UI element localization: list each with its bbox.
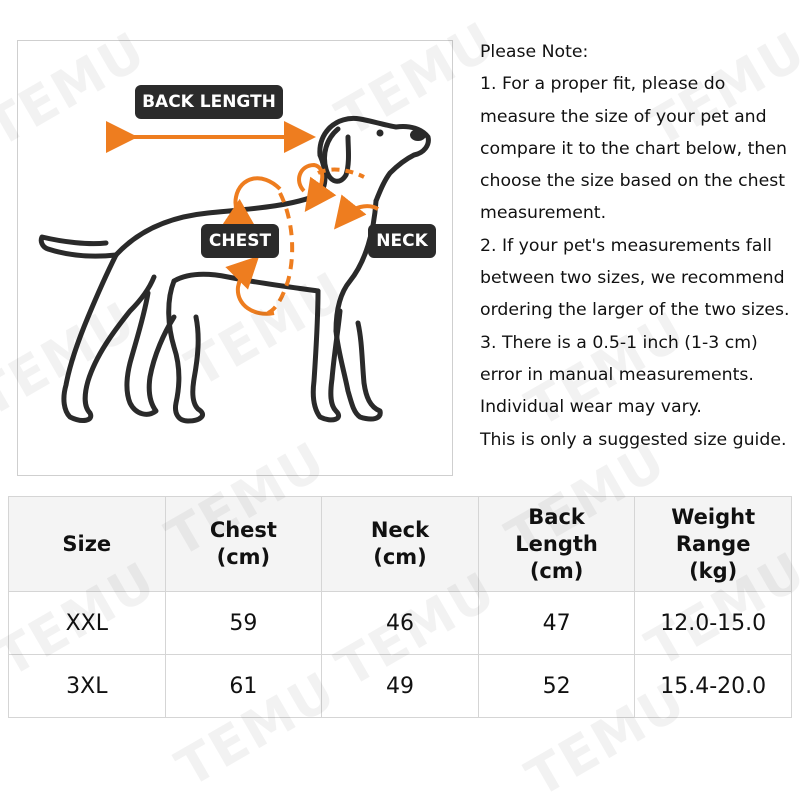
- note-line: measurement.: [480, 203, 607, 224]
- column-header-back-length: Back Length (cm): [477, 496, 636, 592]
- table-cell-back-length: 47: [477, 591, 636, 655]
- column-header-text: (kg): [689, 558, 738, 583]
- note-line: measure the size of your pet and: [480, 106, 767, 127]
- table-cell-back-length: 52: [477, 654, 636, 718]
- column-header-text: Neck: [370, 518, 430, 542]
- table-row: XXL 59 46 47 12.0-15.0: [8, 591, 792, 655]
- table-header-row: Size Chest (cm) Neck (cm) Back Length (cm) Weigh…: [8, 496, 792, 592]
- note-line: 3. There is a 0.5-1 inch (1-3 cm): [480, 332, 758, 353]
- column-header-text: (cm): [529, 558, 584, 583]
- table-cell-size: XXL: [8, 591, 166, 655]
- chest-label: CHEST: [201, 224, 279, 258]
- dog-silhouette-icon: [38, 115, 431, 424]
- note-line: error in manual measurements.: [480, 364, 754, 385]
- table-cell-weight-range: 12.0-15.0: [634, 591, 792, 655]
- note-line: Please Note:: [480, 42, 589, 62]
- table-cell-size: 3XL: [8, 654, 166, 718]
- note-line: 1. For a proper fit, please do: [480, 74, 726, 95]
- column-header-text: (cm): [373, 545, 427, 569]
- table-cell-weight-range: 15.4-20.0: [634, 654, 792, 718]
- note-line: choose the size based on the chest: [480, 171, 785, 192]
- table-row: 3XL 61 49 52 15.4-20.0: [8, 654, 792, 718]
- size-chart-table: Size Chest (cm) Neck (cm) Back Length (cm) Weigh…: [8, 496, 792, 718]
- note-line: 2. If your pet's measurements fall: [480, 235, 772, 256]
- column-header-neck: Neck (cm): [321, 496, 479, 592]
- table-cell-neck: 49: [321, 654, 479, 718]
- table-cell-neck: 46: [321, 591, 479, 655]
- column-header-text: Chest: [209, 518, 277, 542]
- column-header-size: Size: [8, 496, 166, 592]
- measurement-figure: BACK LENGTH CHEST NECK: [17, 40, 453, 476]
- note-line: This is only a suggested size guide.: [480, 429, 787, 450]
- size-note: Please Note: 1. For a proper fit, please …: [480, 36, 800, 456]
- column-header-text: Range: [675, 531, 751, 556]
- column-header-chest: Chest (cm): [164, 496, 323, 592]
- column-header-text: Back: [528, 504, 585, 529]
- chest-ring: [266, 192, 295, 315]
- column-header-text: Length: [515, 531, 598, 556]
- column-header-weight-range: Weight Range (kg): [634, 496, 792, 592]
- note-line: compare it to the chart below, then: [480, 138, 787, 159]
- note-line: between two sizes, we recommend: [480, 268, 785, 289]
- column-header-text: Size: [62, 531, 112, 556]
- column-header-text: Weight: [671, 504, 756, 529]
- column-header-text: (cm): [216, 545, 271, 569]
- table-cell-chest: 59: [164, 591, 323, 655]
- neck-label: NECK: [368, 224, 436, 258]
- note-line: ordering the larger of the two sizes.: [480, 300, 790, 321]
- note-line: Individual wear may vary.: [480, 397, 702, 418]
- back-length-label: BACK LENGTH: [135, 85, 283, 119]
- table-cell-chest: 61: [164, 654, 323, 718]
